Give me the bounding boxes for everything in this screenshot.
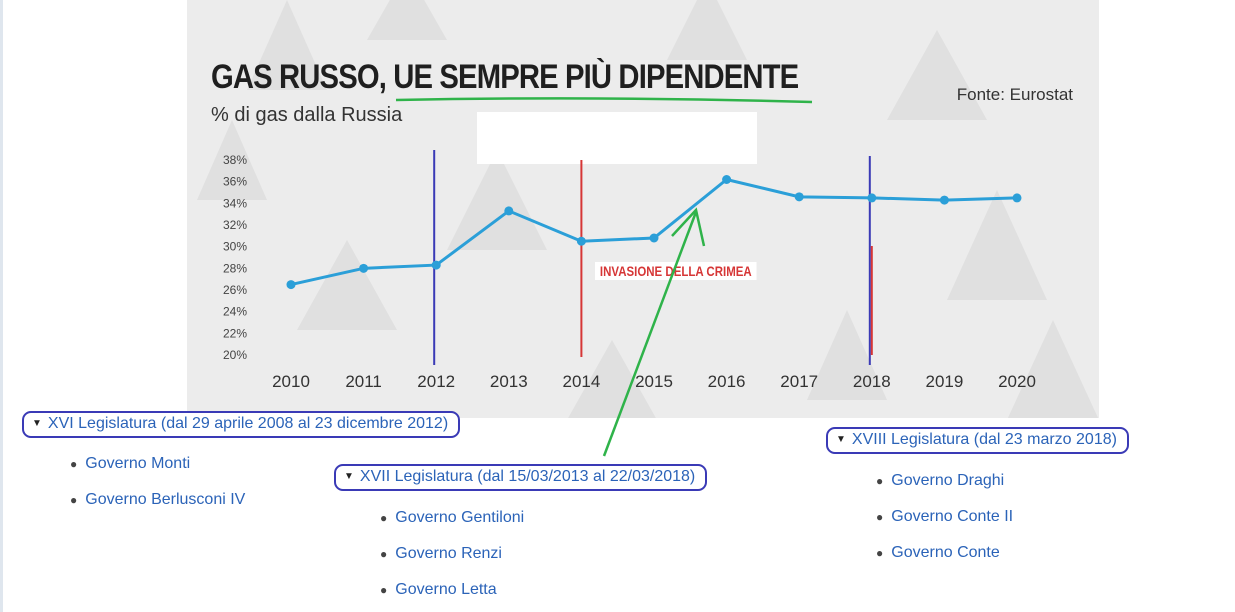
x-tick-label: 2019 [925,372,963,391]
bg-triangle [947,190,1047,300]
gov-link-monti[interactable]: ● Governo Monti [70,455,190,473]
data-point [794,192,804,202]
data-point [431,260,441,270]
y-tick-label: 26% [223,283,247,297]
chart-image: 20% 22% 24% 26% 28% 30% 32% 34% 36% 38% 2010 2011 2… [187,0,1099,418]
gov-label: Governo Monti [85,455,191,472]
bg-triangle [568,340,656,418]
bg-triangle [667,0,747,60]
bg-triangle [1007,320,1099,418]
chart-title: GAS RUSSO, UE SEMPRE PIÙ DIPENDENTE [211,58,799,96]
y-tick-label: 24% [223,305,247,319]
gov-label: Governo Draghi [891,472,1005,489]
series-points [286,175,1022,290]
x-tick-label: 2015 [635,372,673,391]
bg-triangle [247,0,327,90]
gov-label: Governo Renzi [395,545,502,562]
gov-link-berlusconi-iv[interactable]: ● Governo Berlusconi IV [70,491,245,509]
bullet-icon: ● [380,547,388,561]
legislature-xvi-toggle[interactable]: ▼ XVI Legislatura (dal 29 aprile 2008 al … [22,411,461,438]
y-tick-label: 32% [223,218,247,232]
bg-triangle [887,30,987,120]
gov-label: Governo Letta [395,581,497,598]
legislature-xvi-label: XVI Legislatura (dal 29 aprile 2008 al 2… [47,415,449,432]
y-tick-label: 28% [223,261,247,275]
y-tick-label: 30% [223,240,247,254]
data-point [649,233,659,243]
bg-triangle [807,310,887,400]
legislature-xviii-label: XVIII Legislatura (dal 23 marzo 2018) [851,431,1117,448]
x-tick-label: 2016 [708,372,746,391]
y-tick-label: 34% [223,196,247,210]
caret-down-icon: ▼ [32,418,42,429]
y-tick-label: 20% [223,348,247,362]
x-tick-label: 2017 [780,372,818,391]
x-tick-label: 2020 [998,372,1036,391]
arrow-head [671,207,706,247]
gov-label: Governo Gentiloni [395,509,525,526]
bullet-icon: ● [876,546,884,560]
chart-subtitle: % di gas dalla Russia [211,104,403,126]
x-axis-ticks: 2010 2011 2012 2013 2014 2015 2016 2017 2018 2019… [272,372,1036,391]
data-point [867,193,877,203]
page-left-border [0,0,3,612]
annotation-label: INVASIONE DELLA CRIMEA [595,262,757,280]
bullet-icon: ● [876,474,884,488]
bg-triangle [197,120,267,200]
bullet-icon: ● [380,511,388,525]
data-point [939,195,949,205]
white-cover-patch [477,112,757,164]
bullet-icon: ● [380,583,388,597]
bullet-icon: ● [70,493,78,507]
caret-down-icon: ▼ [344,471,354,482]
legislature-xvii-label: XVII Legislatura (dal 15/03/2013 al 22/0… [359,468,696,485]
bg-triangle [297,240,397,330]
caret-down-icon: ▼ [836,434,846,445]
gov-link-conte-ii[interactable]: ● Governo Conte II [876,508,1013,526]
bullet-icon: ● [876,510,884,524]
y-tick-label: 38% [223,153,247,167]
arrow-shaft [602,211,698,457]
y-tick-label: 36% [223,175,247,189]
title-underline [395,97,813,104]
x-tick-label: 2012 [417,372,455,391]
bg-triangle [447,150,547,250]
chart-source: Fonte: Eurostat [956,85,1073,104]
gov-label: Governo Berlusconi IV [85,491,246,508]
gov-link-conte[interactable]: ● Governo Conte [876,544,1000,562]
y-axis-ticks: 20% 22% 24% 26% 28% 30% 32% 34% 36% 38% [223,153,247,362]
gov-label: Governo Conte II [891,508,1014,525]
gov-link-letta[interactable]: ● Governo Letta [380,581,497,599]
legislature-xviii-toggle[interactable]: ▼ XVIII Legislatura (dal 23 marzo 2018) [826,427,1129,454]
x-tick-label: 2011 [345,372,382,391]
data-point [286,280,296,290]
bg-triangle [367,0,447,40]
x-tick-label: 2014 [562,372,600,391]
y-tick-label: 22% [223,326,247,340]
data-point [722,175,732,184]
legislature-xvii-toggle[interactable]: ▼ XVII Legislatura (dal 15/03/2013 al 22/… [334,464,708,491]
bullet-icon: ● [70,457,78,471]
data-point [576,236,586,246]
gov-link-draghi[interactable]: ● Governo Draghi [876,472,1004,490]
data-point [1012,193,1022,203]
x-tick-label: 2018 [853,372,891,391]
gov-link-renzi[interactable]: ● Governo Renzi [380,545,502,563]
data-point [359,263,369,273]
x-tick-label: 2013 [490,372,528,391]
background-pattern [197,0,1099,418]
gov-link-gentiloni[interactable]: ● Governo Gentiloni [380,509,524,527]
x-tick-label: 2010 [272,372,310,391]
gov-label: Governo Conte [891,544,1000,561]
chart-svg: 20%22%24%26%28%30%32%34%36%38% 2010 2011 2… [197,0,1099,418]
data-point [504,206,514,216]
marker-lines [433,150,873,365]
